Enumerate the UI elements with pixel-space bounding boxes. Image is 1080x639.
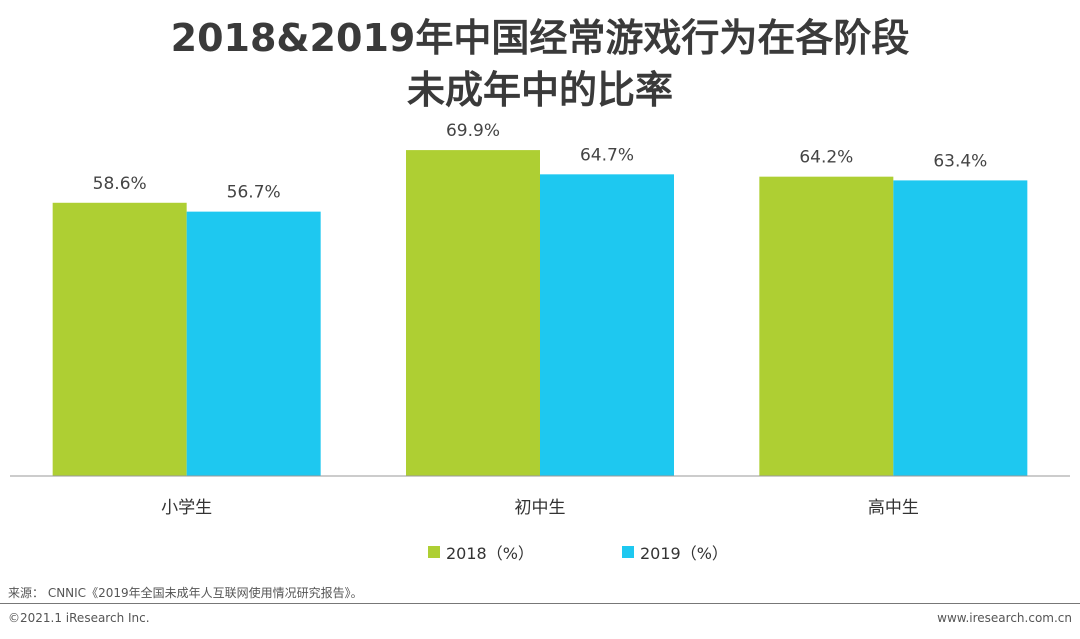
data-label-2018-2: 64.2% [799, 148, 853, 168]
chart-legend: 2018（%） 2019（%） [0, 540, 1080, 564]
bar-2018-2 [759, 176, 894, 477]
data-label-2019-2: 63.4% [933, 151, 987, 171]
category-label-2: 高中生 [868, 498, 919, 518]
bar-2019-1 [540, 174, 674, 476]
copyright-text: ©2021.1 iResearch Inc. [8, 611, 150, 625]
chart-title-line1: 2018&2019年中国经常游戏行为在各阶段 [170, 16, 910, 60]
category-label-1: 初中生 [515, 498, 566, 518]
source-note: 来源： CNNIC《2019年全国未成年人互联网使用情况研究报告》。 [8, 586, 363, 600]
data-label-2019-1: 64.7% [580, 145, 634, 165]
bar-chart: 58.6% 56.7% 小学生 69.9% 64.7% 初中生 64.2% 63.4% 高中生 [10, 121, 1070, 518]
bar-2018-0 [52, 202, 187, 476]
legend-swatch-2019 [622, 546, 634, 558]
bar-2019-0 [186, 211, 321, 477]
data-label-2018-1: 69.9% [446, 121, 500, 141]
chart-title-line2: 未成年中的比率 [406, 68, 673, 112]
website-link[interactable]: www.iresearch.com.cn [937, 611, 1072, 625]
legend-swatch-2018 [428, 546, 440, 558]
legend-item-2019: 2019（%） [622, 540, 728, 564]
footer-divider [0, 603, 1080, 604]
legend-item-2018: 2018（%） [428, 540, 534, 564]
category-label-0: 小学生 [161, 498, 212, 518]
data-label-2019-0: 56.7% [227, 183, 281, 203]
bar-2019-2 [893, 180, 1028, 476]
data-label-2018-0: 58.6% [93, 174, 147, 194]
legend-label-2019: 2019（%） [640, 544, 728, 563]
legend-label-2018: 2018（%） [446, 544, 534, 563]
bar-2018-1 [406, 150, 540, 476]
